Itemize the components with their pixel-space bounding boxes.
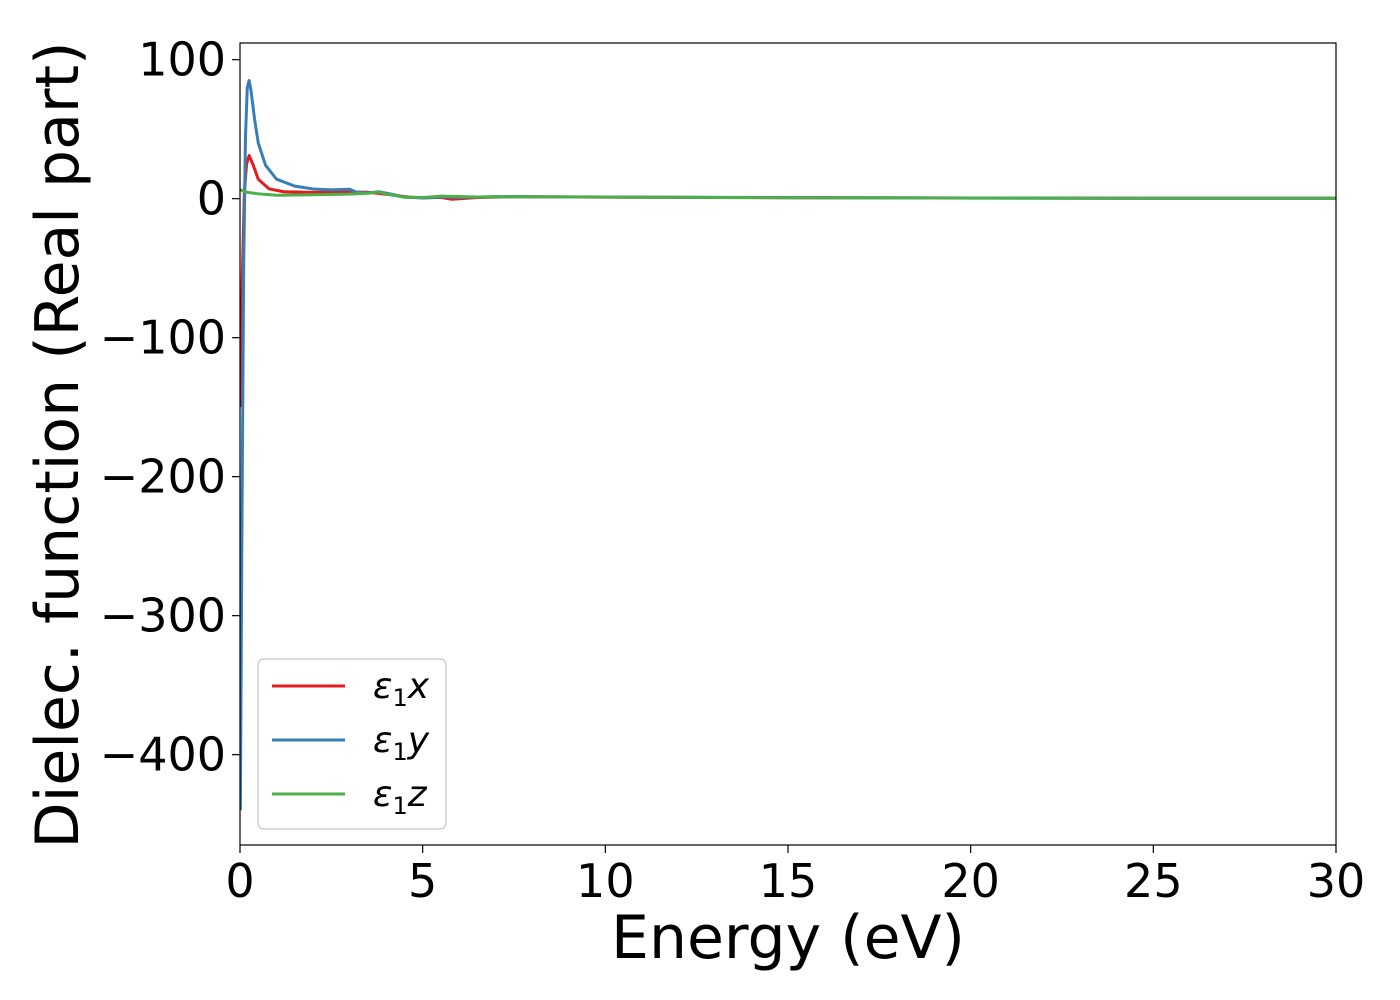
x-tick-label: 5 — [408, 854, 437, 908]
y-tick-label: 100 — [138, 33, 226, 87]
y-tick-label: −200 — [100, 450, 226, 504]
x-tick-label: 25 — [1124, 854, 1183, 908]
series-line-z — [240, 188, 1336, 200]
legend-box — [257, 658, 447, 830]
x-tick-label: 15 — [759, 854, 818, 908]
x-tick-label: 30 — [1307, 854, 1366, 908]
legend: ε1x ε1y ε1z — [257, 658, 447, 830]
series-group — [240, 79, 1336, 811]
legend-label: ε1z — [373, 774, 428, 820]
x-axis-ticks: 0 5 10 15 20 25 30 — [225, 845, 1365, 908]
series-line-x — [240, 154, 1336, 408]
y-tick-label: −400 — [100, 728, 226, 782]
legend-label: ε1y — [373, 720, 430, 766]
x-tick-label: 0 — [225, 854, 254, 908]
legend-label: ε1x — [373, 666, 430, 712]
x-axis-label: Energy (eV) — [611, 903, 965, 973]
y-axis-ticks: 100 0 −100 −200 −300 −400 — [100, 33, 240, 782]
y-tick-label: 0 — [197, 172, 226, 226]
y-axis-label: Dielec. function (Real part) — [23, 42, 93, 849]
x-tick-label: 20 — [941, 854, 1000, 908]
x-tick-label: 10 — [576, 854, 635, 908]
y-tick-label: −100 — [100, 311, 226, 365]
y-tick-label: −300 — [100, 589, 226, 643]
